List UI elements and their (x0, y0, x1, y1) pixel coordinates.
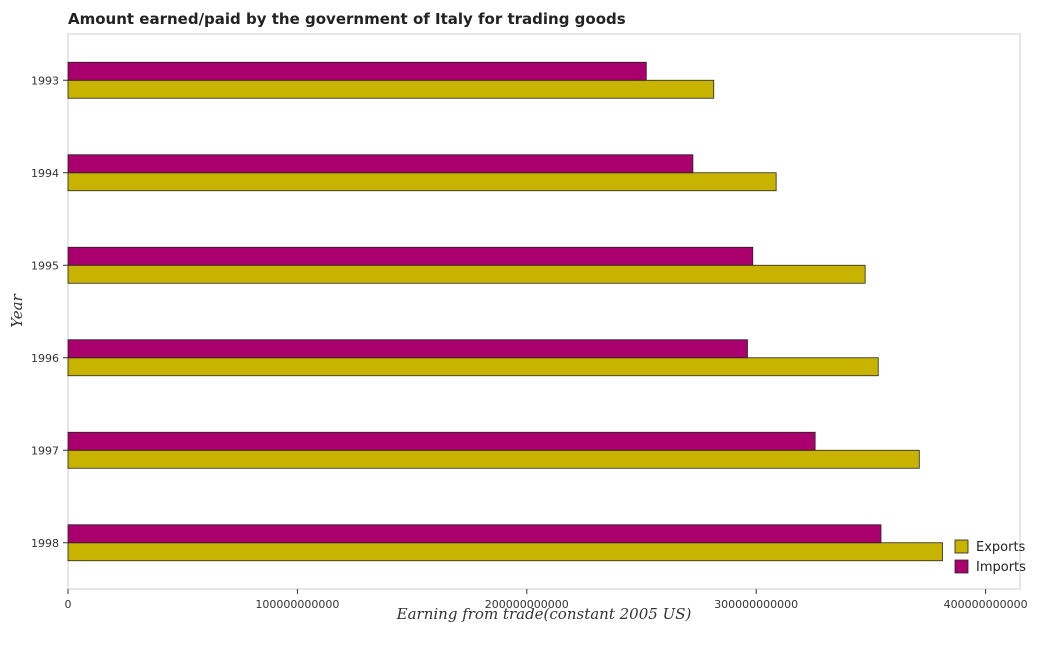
y-ticks-group: 1993 1994 1995 1996 1997 1998 (31, 74, 68, 550)
legend-label-imports: Imports (976, 560, 1026, 575)
y-axis-label: Year (8, 293, 26, 327)
bar-exports-1996 (67, 357, 879, 377)
x-ticks-group: 0 100000000000 200000000000 300000000000 400… (65, 589, 1028, 611)
legend-label-exports: Exports (976, 540, 1026, 555)
bars-group (67, 61, 943, 562)
bar-imports-1995 (67, 246, 754, 266)
y-tick-label: 1997 (31, 444, 59, 457)
x-tick-label: 0 (65, 598, 72, 611)
bar-imports-1998 (67, 524, 882, 544)
x-tick-label: 200000000000 (485, 598, 569, 611)
plot-frame (67, 33, 1021, 590)
bar-imports-1997 (67, 431, 816, 451)
bar-exports-1997 (67, 449, 920, 469)
legend: Exports Imports (954, 539, 1026, 575)
chart-title: Amount earned/paid by the government of … (68, 10, 626, 28)
bar-exports-1998 (67, 542, 943, 562)
y-tick-label: 1995 (31, 259, 59, 272)
legend-swatch-exports (954, 539, 969, 554)
y-tick-label: 1996 (31, 352, 59, 365)
x-axis-label: Earning from trade(constant 2005 US) (396, 605, 692, 623)
y-tick-label: 1993 (31, 74, 59, 87)
bar-imports-1993 (67, 61, 647, 81)
bar-exports-1995 (67, 264, 866, 284)
x-tick-label: 400000000000 (944, 598, 1028, 611)
y-tick-label: 1998 (31, 537, 59, 550)
bar-imports-1994 (67, 154, 694, 174)
bar-exports-1994 (67, 172, 777, 192)
y-tick-label: 1994 (31, 167, 59, 180)
x-tick-label: 300000000000 (714, 598, 798, 611)
bar-exports-1993 (67, 79, 715, 99)
x-tick-label: 100000000000 (255, 598, 339, 611)
bar-imports-1996 (67, 339, 748, 359)
legend-swatch-imports (954, 559, 969, 574)
